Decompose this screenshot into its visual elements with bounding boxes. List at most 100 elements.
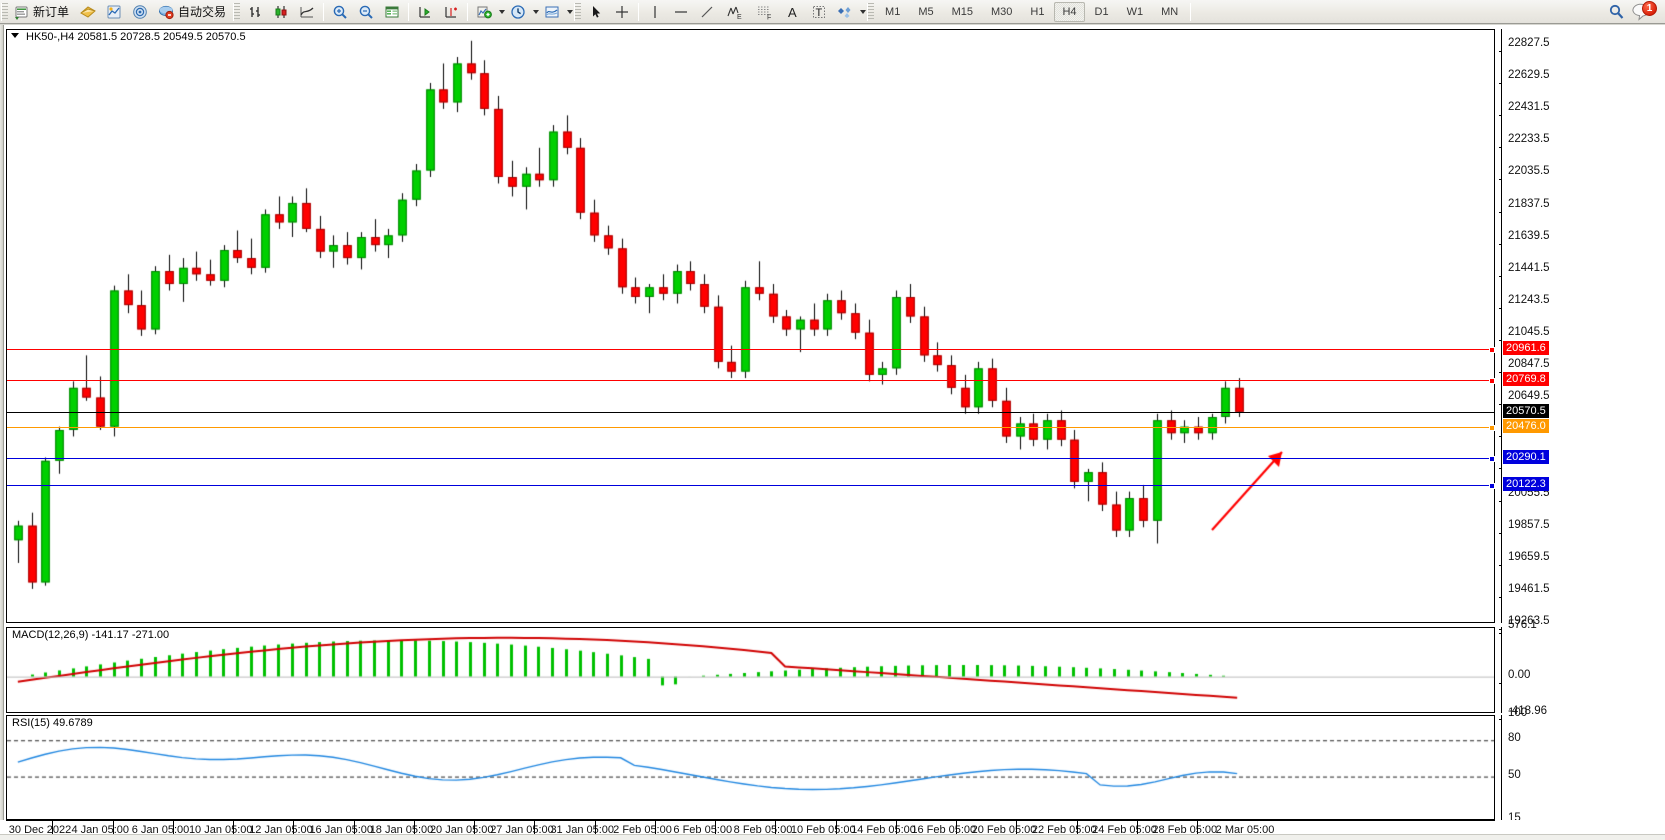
price-level-line[interactable] (7, 425, 1495, 432)
price-level-tag[interactable]: 20122.3 (1503, 476, 1549, 491)
line-chart-button[interactable] (295, 1, 319, 23)
price-level-tag[interactable]: 20769.8 (1503, 371, 1549, 386)
timeframe-h1[interactable]: H1 (1030, 5, 1045, 18)
price-pane[interactable]: HK50-,H4 20581.5 20728.5 20549.5 20570.5 (6, 29, 1495, 623)
signals-button[interactable] (128, 1, 152, 23)
main-toolbar: 新订单 (0, 0, 1665, 24)
data-window-icon (107, 5, 121, 18)
horizontal-line-button[interactable] (669, 1, 693, 23)
price-level-handle[interactable] (1489, 346, 1495, 353)
period-button[interactable] (506, 1, 530, 23)
timeframe-m1[interactable]: M1 (885, 5, 901, 18)
price-level-handle[interactable] (1489, 377, 1495, 384)
macd-tick: 0.00 (1499, 669, 1530, 689)
label-icon: T (813, 5, 826, 19)
timeframe-w1[interactable]: W1 (1126, 5, 1144, 18)
data-window-button[interactable] (102, 1, 126, 23)
macd-pane-title: MACD(12,26,9) -141.17 -271.00 (11, 629, 171, 641)
shapes-icon (838, 6, 851, 18)
price-level-line[interactable] (7, 377, 1495, 384)
rsi-canvas[interactable] (7, 716, 1494, 819)
time-tick-label: 31 Jan 05:00 (550, 824, 615, 836)
rsi-tick: 50 (1508, 768, 1521, 781)
crosshair-button[interactable] (610, 1, 634, 23)
toolbar-grip-3[interactable] (574, 2, 582, 21)
fibonacci-button[interactable]: F (751, 1, 779, 23)
price-pane-title: HK50-,H4 20581.5 20728.5 20549.5 20570.5 (25, 31, 247, 43)
price-level-line[interactable] (7, 482, 1495, 489)
period-dropdown-caret[interactable] (533, 9, 540, 14)
rsi-pane[interactable]: RSI(15) 49.6789 (6, 715, 1495, 820)
price-level-tag[interactable]: 20290.1 (1503, 449, 1549, 464)
price-level-line[interactable] (7, 455, 1495, 462)
notification-button[interactable]: 1 (1631, 0, 1657, 23)
price-level-line[interactable] (7, 346, 1495, 353)
timeframe-m30[interactable]: M30 (991, 5, 1013, 18)
macd-canvas[interactable] (7, 628, 1494, 712)
time-tick-label: 10 Jan 05:00 (188, 824, 253, 836)
bar-chart-button[interactable] (243, 1, 267, 23)
time-tick-separator (293, 821, 295, 840)
time-tick-separator (172, 821, 174, 840)
notification-badge: 1 (1642, 0, 1657, 16)
time-tick-separator (112, 821, 114, 840)
price-axis[interactable]: 22827.5 22629.5 22431.5 22233.5 22035.5 21837… (1499, 29, 1665, 630)
candlestick-chart-button[interactable] (269, 1, 293, 23)
price-canvas[interactable] (7, 30, 1494, 622)
search-button[interactable] (1604, 1, 1630, 23)
templates-button[interactable] (540, 1, 564, 23)
grid-button[interactable] (380, 1, 404, 23)
elliott-wave-button[interactable]: E (721, 1, 749, 23)
time-tick-separator (654, 821, 656, 840)
autoscroll-button[interactable] (439, 1, 463, 23)
price-tick: 21639.5 (1499, 230, 1550, 250)
timeframe-m15[interactable]: M15 (951, 5, 973, 18)
price-level-tag[interactable]: 20570.5 (1503, 404, 1549, 419)
rsi-tick: 100 (1508, 707, 1528, 719)
indicators-icon (477, 6, 492, 18)
price-level-handle[interactable] (1489, 482, 1495, 489)
period-icon (511, 4, 525, 19)
shapes-button[interactable] (833, 1, 857, 23)
time-tick-label: 4 Jan 05:00 (71, 824, 130, 836)
price-level-line[interactable] (7, 412, 1494, 414)
timeframe-m5[interactable]: M5 (918, 5, 934, 18)
grid-icon (385, 6, 399, 17)
vertical-line-button[interactable] (643, 1, 667, 23)
price-pane-collapse-button[interactable] (11, 33, 20, 42)
price-level-handle[interactable] (1489, 455, 1495, 462)
price-level-tag[interactable]: 20961.6 (1503, 340, 1549, 355)
indicators-button[interactable] (472, 1, 496, 23)
macd-axis[interactable]: 576.1 0.00 -418.96 (1499, 619, 1665, 720)
zoom-in-button[interactable] (328, 1, 352, 23)
text-button[interactable]: A (781, 1, 805, 23)
shapes-dropdown-caret[interactable] (860, 9, 867, 14)
cursor-button[interactable] (584, 1, 608, 23)
auto-trading-button[interactable]: 自动交易 (154, 1, 231, 23)
new-order-button[interactable]: 新订单 (11, 1, 74, 23)
timeframe-d1[interactable]: D1 (1094, 5, 1109, 18)
new-order-icon (15, 6, 28, 20)
indicators-dropdown-caret[interactable] (499, 9, 506, 14)
timeframe-mn[interactable]: MN (1161, 5, 1179, 18)
time-tick-separator (353, 821, 355, 840)
toolbar-grip[interactable] (1, 2, 8, 21)
templates-dropdown-caret[interactable] (567, 9, 574, 14)
time-axis[interactable]: 30 Dec 2022 4 Jan 05:00 6 Jan 05:00 10 Jan … (6, 820, 1495, 840)
rsi-axis[interactable]: 100 80 50 15 (1501, 707, 1665, 824)
price-level-tag[interactable]: 20476.0 (1503, 419, 1549, 434)
text-label-button[interactable]: T (807, 1, 831, 23)
zoom-out-button[interactable] (354, 1, 378, 23)
macd-pane[interactable]: MACD(12,26,9) -141.17 -271.00 (6, 627, 1495, 713)
time-tick-label: 20 Jan 05:00 (429, 824, 494, 836)
timeframe-h4[interactable]: H4 (1054, 1, 1085, 22)
search-icon (1609, 4, 1624, 19)
toolbar-grip-4[interactable] (867, 2, 875, 21)
trendline-button[interactable] (695, 1, 719, 23)
chart-shift-button[interactable] (413, 1, 437, 23)
toolbar-grip-2[interactable] (233, 2, 241, 21)
price-level-handle[interactable] (1489, 425, 1495, 432)
history-button[interactable] (76, 1, 100, 23)
vertical-line-icon (654, 5, 656, 18)
